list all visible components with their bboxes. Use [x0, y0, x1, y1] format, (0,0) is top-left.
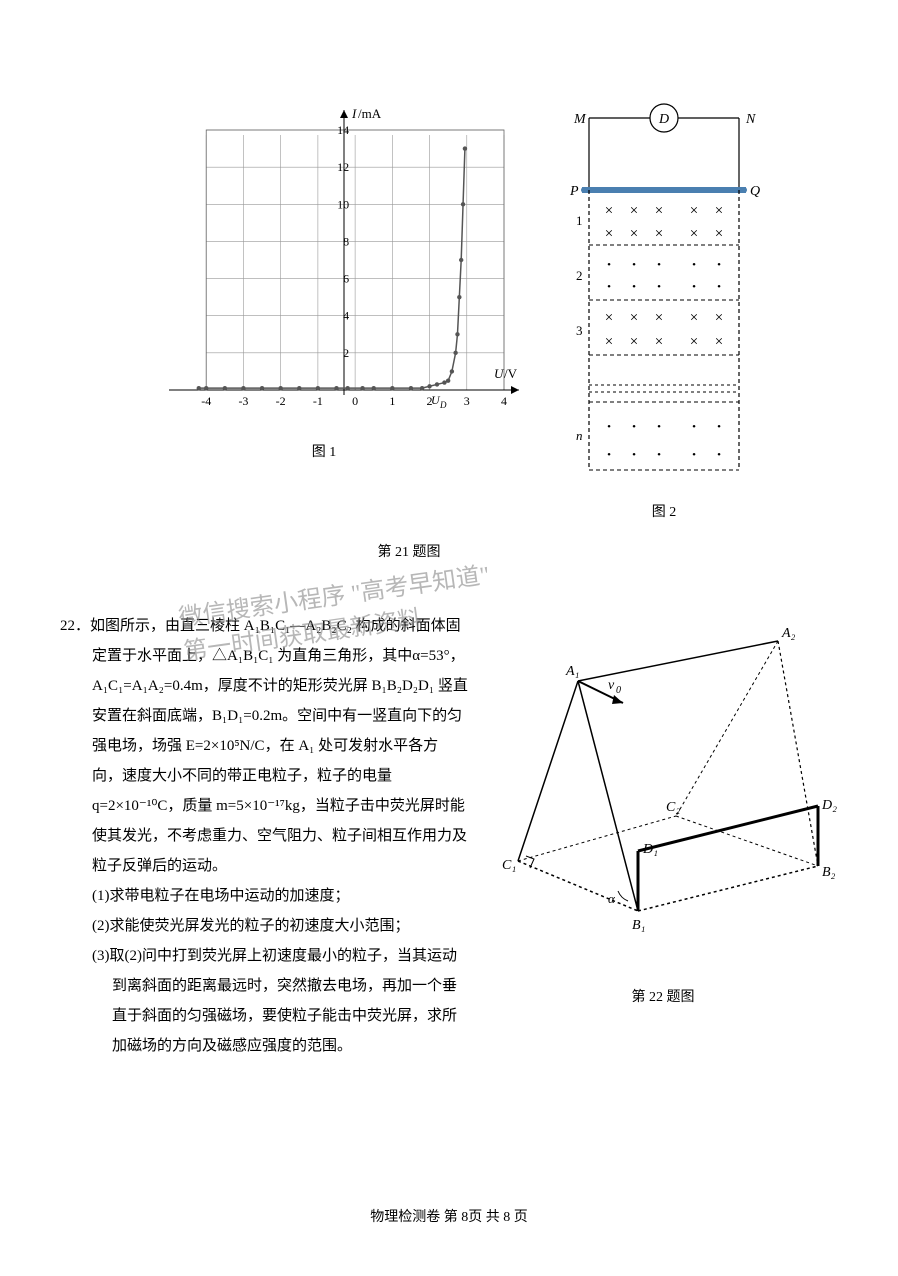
svg-text:×: × [605, 226, 613, 242]
svg-text:D: D [439, 400, 447, 410]
svg-text:×: × [605, 310, 613, 326]
region-n-label: n [576, 428, 583, 443]
svg-text:•: • [717, 449, 721, 461]
svg-text:D₁: D₁ [642, 842, 658, 857]
q22-sub1: (1)求带电粒子在电场中运动的加速度； [60, 881, 468, 911]
svg-text:×: × [715, 310, 723, 326]
svg-text:14: 14 [337, 123, 349, 137]
svg-text:10: 10 [337, 197, 349, 211]
region-2-label: 2 [576, 268, 583, 283]
svg-text:C₂: C₂ [666, 800, 680, 815]
svg-text:×: × [715, 203, 723, 219]
svg-text:1: 1 [389, 394, 395, 408]
svg-text:•: • [607, 421, 611, 433]
page-footer: 物理检测卷 第 8页 共 8 页 [0, 1206, 898, 1226]
svg-text:0: 0 [352, 394, 358, 408]
svg-text:×: × [690, 334, 698, 350]
svg-text:D₂: D₂ [821, 798, 837, 813]
fig2-caption: 图 2 [554, 501, 774, 521]
figure-2-diagram: D M N P Q 1 2 [554, 90, 774, 521]
svg-text:•: • [657, 281, 661, 293]
svg-text:•: • [632, 281, 636, 293]
svg-text:4: 4 [501, 394, 507, 408]
svg-text:•: • [657, 259, 661, 271]
svg-text:×: × [655, 310, 663, 326]
svg-text:B₂: B₂ [822, 865, 836, 880]
svg-text:-1: -1 [313, 394, 323, 408]
fig1-caption: 图 1 [124, 441, 524, 461]
q22-sub2: (2)求能使荧光屏发光的粒子的初速度大小范围； [60, 911, 468, 941]
x-axis-unit: /V [504, 366, 518, 381]
q22-text: 22．如图所示，由直三棱柱 A₁B₁C₁—A₂B₂C₂ 构成的斜面体固定置于水平… [60, 611, 468, 1061]
circuit-rail-diagram: D M N P Q 1 2 [554, 90, 774, 490]
svg-text:•: • [657, 421, 661, 433]
q22-sub3: (3)取(2)问中打到荧光屏上初速度最小的粒子，当其运动到离斜面的距离最远时，突… [60, 941, 468, 1061]
svg-text:•: • [632, 449, 636, 461]
svg-text:×: × [630, 226, 638, 242]
svg-text:•: • [657, 449, 661, 461]
m-label: M [573, 112, 587, 127]
svg-text:•: • [717, 259, 721, 271]
svg-text:×: × [605, 334, 613, 350]
svg-text:•: • [607, 281, 611, 293]
svg-text:×: × [655, 203, 663, 219]
svg-text:•: • [692, 421, 696, 433]
svg-text:×: × [655, 226, 663, 242]
svg-text:4: 4 [343, 309, 349, 323]
svg-text:C₁: C₁ [502, 858, 516, 873]
svg-text:•: • [717, 281, 721, 293]
y-axis-label: I [351, 106, 357, 121]
pq-bar [582, 187, 746, 193]
svg-text:×: × [630, 203, 638, 219]
svg-text:×: × [690, 226, 698, 242]
svg-text:-2: -2 [276, 394, 286, 408]
svg-text:•: • [607, 259, 611, 271]
p-label: P [569, 184, 579, 199]
iv-curve-chart: I /mA U /V -4-3-2-101234 2468101214 U D [124, 100, 524, 430]
svg-text:A₂: A₂ [781, 626, 796, 641]
svg-text:3: 3 [464, 394, 470, 408]
svg-text:6: 6 [343, 272, 349, 286]
d-label: D [658, 112, 669, 127]
svg-text:×: × [690, 203, 698, 219]
svg-text:×: × [655, 334, 663, 350]
v0-label: v [608, 678, 615, 693]
svg-text:α: α [608, 891, 616, 906]
svg-text:•: • [632, 421, 636, 433]
q22-number: 22． [60, 618, 90, 634]
q-label: Q [750, 184, 760, 199]
svg-text:•: • [692, 259, 696, 271]
prism-diagram: α v 0 A₁ A₂ C₁ C₂ B₁ B₂ D₁ D₂ [488, 611, 838, 971]
q21-common-caption: 第 21 题图 [0, 541, 838, 561]
svg-text:-3: -3 [238, 394, 248, 408]
svg-text:×: × [605, 203, 613, 219]
svg-text:×: × [715, 226, 723, 242]
svg-text:B₁: B₁ [632, 918, 645, 933]
svg-text:12: 12 [337, 160, 349, 174]
svg-text:×: × [690, 310, 698, 326]
svg-text:•: • [632, 259, 636, 271]
svg-text:×: × [630, 310, 638, 326]
svg-text:8: 8 [343, 234, 349, 248]
y-axis-unit: /mA [358, 106, 382, 121]
svg-text:2: 2 [343, 346, 349, 360]
svg-text:•: • [607, 449, 611, 461]
svg-text:•: • [692, 281, 696, 293]
region-3-label: 3 [576, 323, 583, 338]
region-1-label: 1 [576, 213, 583, 228]
figure-1-chart: I /mA U /V -4-3-2-101234 2468101214 U D … [124, 100, 524, 521]
q22-body-main: 如图所示，由直三棱柱 A₁B₁C₁—A₂B₂C₂ 构成的斜面体固定置于水平面上，… [90, 618, 468, 874]
svg-text:×: × [630, 334, 638, 350]
svg-text:-4: -4 [201, 394, 211, 408]
n-label: N [745, 112, 756, 127]
svg-text:A₁: A₁ [565, 664, 579, 679]
svg-text:•: • [692, 449, 696, 461]
svg-text:0: 0 [616, 685, 621, 696]
q22-diagram-caption: 第 22 题图 [488, 986, 838, 1006]
svg-text:×: × [715, 334, 723, 350]
svg-text:•: • [717, 421, 721, 433]
q22-diagram: α v 0 A₁ A₂ C₁ C₂ B₁ B₂ D₁ D₂ 第 22 题图 [488, 611, 838, 1061]
